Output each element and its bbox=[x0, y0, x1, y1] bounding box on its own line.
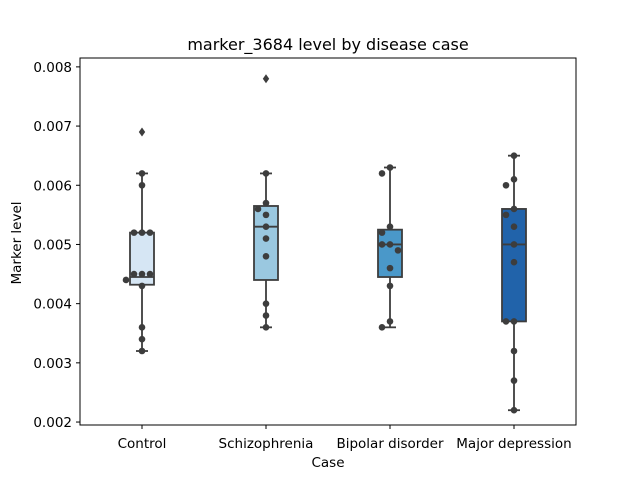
box-group-schizophrenia bbox=[253, 74, 279, 331]
x-tick-label: Major depression bbox=[456, 436, 571, 452]
data-point bbox=[386, 164, 394, 171]
y-tick-label: 0.008 bbox=[33, 60, 72, 76]
data-point bbox=[138, 324, 146, 331]
data-point bbox=[262, 324, 270, 331]
data-point bbox=[378, 324, 386, 331]
data-point bbox=[510, 377, 518, 384]
plot-area bbox=[122, 74, 527, 414]
data-point bbox=[262, 312, 270, 319]
data-point bbox=[378, 241, 386, 248]
y-tick-label: 0.006 bbox=[33, 178, 72, 194]
data-point bbox=[510, 318, 518, 325]
data-point bbox=[138, 229, 146, 236]
data-point bbox=[130, 229, 138, 236]
x-tick-label: Schizophrenia bbox=[219, 436, 314, 452]
data-point bbox=[138, 270, 146, 278]
y-tick-label: 0.004 bbox=[33, 297, 72, 313]
data-point bbox=[386, 282, 394, 290]
data-point bbox=[510, 152, 518, 159]
y-tick-label: 0.002 bbox=[33, 415, 72, 431]
data-point bbox=[386, 241, 394, 248]
outlier-point bbox=[262, 74, 270, 84]
data-point bbox=[502, 211, 510, 219]
data-point bbox=[386, 223, 394, 231]
data-point bbox=[386, 264, 394, 272]
data-point bbox=[138, 181, 146, 189]
data-point bbox=[122, 276, 130, 284]
y-tick-label: 0.003 bbox=[33, 356, 72, 372]
x-tick-label: Control bbox=[118, 436, 167, 452]
data-point bbox=[262, 223, 270, 231]
data-point bbox=[130, 270, 138, 278]
y-tick-label: 0.007 bbox=[33, 119, 72, 135]
data-point bbox=[262, 170, 270, 177]
box-group-control bbox=[122, 127, 155, 355]
data-point bbox=[386, 318, 394, 325]
data-point bbox=[510, 205, 518, 213]
data-point bbox=[138, 335, 146, 343]
data-point bbox=[378, 170, 386, 177]
data-point bbox=[262, 211, 270, 219]
plot-frame bbox=[79, 57, 577, 426]
data-point bbox=[262, 252, 270, 260]
axes: 0.002 0.003 0.004 0.005 0.006 0.007 0.008 Contr… bbox=[33, 57, 577, 452]
x-axis-label: Case bbox=[311, 455, 344, 471]
data-point bbox=[138, 170, 146, 177]
data-point bbox=[262, 199, 270, 207]
data-point bbox=[510, 406, 518, 414]
data-point bbox=[510, 223, 518, 231]
data-point bbox=[502, 181, 510, 189]
data-point bbox=[378, 229, 386, 236]
data-point bbox=[146, 270, 154, 278]
data-point bbox=[502, 318, 510, 325]
data-point bbox=[510, 241, 518, 248]
outlier-point bbox=[138, 127, 146, 137]
chart-title: marker_3684 level by disease case bbox=[187, 35, 468, 55]
data-point bbox=[262, 235, 270, 242]
data-point bbox=[138, 282, 146, 290]
data-point bbox=[510, 176, 518, 183]
data-point bbox=[146, 229, 154, 236]
box-group-major-depression bbox=[501, 152, 527, 414]
data-point bbox=[510, 347, 518, 355]
data-point bbox=[394, 247, 402, 254]
x-tick-label: Bipolar disorder bbox=[336, 436, 444, 452]
y-axis-label: Marker level bbox=[9, 201, 25, 284]
data-point bbox=[254, 205, 262, 213]
data-point bbox=[262, 300, 270, 307]
box bbox=[253, 205, 279, 281]
data-point bbox=[138, 347, 146, 355]
box-group-bipolar-disorder bbox=[377, 164, 403, 331]
data-point bbox=[510, 258, 518, 266]
y-tick-label: 0.005 bbox=[33, 237, 72, 253]
